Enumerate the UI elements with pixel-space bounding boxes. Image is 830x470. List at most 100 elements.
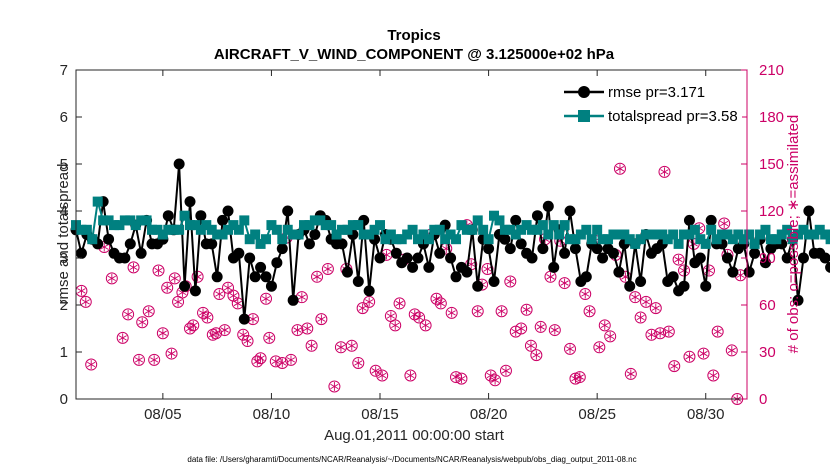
totalspread-point — [668, 229, 679, 240]
totalspread-point — [521, 220, 532, 231]
obs-count-point — [269, 355, 282, 368]
totalspread-point — [179, 210, 190, 221]
obs-count-point — [640, 295, 653, 308]
totalspread-point — [803, 229, 814, 240]
totalspread-point — [727, 234, 738, 245]
totalspread-point — [641, 229, 652, 240]
totalspread-point — [342, 224, 353, 235]
rmse-point — [635, 276, 647, 287]
y-tick-label: 0 — [60, 391, 68, 408]
totalspread-point — [157, 229, 168, 240]
obs-count-point — [471, 305, 484, 318]
rmse-point — [510, 214, 522, 226]
obs-count-point — [127, 261, 140, 274]
obs-count-point — [241, 335, 254, 348]
totalspread-point — [695, 234, 706, 245]
rmse-point — [472, 280, 484, 292]
totalspread-point — [527, 224, 538, 235]
obs-count-point — [662, 325, 675, 338]
rmse-point — [423, 261, 435, 273]
obs-count-point — [520, 303, 533, 316]
rmse-point — [537, 243, 549, 255]
obs-count-point — [254, 352, 267, 365]
rmse-point — [450, 271, 462, 283]
rmse-point — [445, 252, 457, 264]
totalspread-point — [619, 229, 630, 240]
obs-count-point — [197, 306, 210, 319]
y-axis-right: 0 30 60 90 120 150 180 210 — [741, 62, 784, 408]
rmse-point — [260, 271, 272, 283]
y-axis-left: 0 1 2 3 4 5 6 7 — [60, 62, 82, 408]
totalspread-point — [190, 220, 201, 231]
obs-count-point — [634, 311, 647, 324]
totalspread-point — [81, 224, 92, 235]
totalspread-point — [461, 224, 472, 235]
y-right-tick-label: 90 — [759, 250, 776, 267]
rmse-point — [244, 252, 256, 264]
obs-count-point — [187, 319, 200, 332]
totalspread-point — [375, 220, 386, 231]
totalspread-point — [282, 224, 293, 235]
totalspread-point — [429, 224, 440, 235]
rmse-point — [678, 280, 690, 292]
rmse-point — [819, 252, 830, 264]
obs-count-point — [711, 325, 724, 338]
totalspread-point — [537, 220, 548, 231]
rmse-point — [162, 210, 174, 222]
obs-count-point — [430, 292, 443, 305]
obs-count-point — [624, 367, 637, 380]
obs-count-point — [231, 297, 244, 310]
rmse-point — [173, 158, 185, 170]
rmse-point — [255, 261, 267, 273]
rmse-point — [309, 229, 321, 240]
totalspread-point — [776, 229, 787, 240]
obs-count-point — [148, 353, 161, 366]
obs-count-point — [356, 302, 369, 315]
y-right-tick-label: 60 — [759, 297, 776, 314]
rmse-point — [374, 252, 386, 264]
totalspread-point — [217, 229, 228, 240]
y-tick-label: 1 — [60, 344, 68, 361]
totalspread-point — [92, 196, 103, 207]
totalspread-point — [163, 224, 174, 235]
totalspread-point — [103, 215, 114, 226]
y-tick-label: 5 — [60, 156, 68, 173]
rmse-point — [179, 280, 191, 292]
obs-count-point — [495, 305, 508, 318]
obs-count-point — [376, 369, 389, 382]
rmse-point — [217, 214, 229, 226]
obs-count-point — [263, 331, 276, 344]
obs-count-point — [413, 311, 426, 324]
x-tick-label: 08/10 — [253, 406, 291, 423]
rmse-point — [233, 247, 245, 259]
obs-count-point — [389, 319, 402, 332]
rmse-point — [667, 271, 679, 283]
totalspread-point — [239, 215, 250, 226]
totalspread-point — [711, 234, 722, 245]
obs-count-point — [499, 364, 512, 377]
obs-count-point — [222, 281, 235, 294]
totalspread-point — [299, 220, 310, 231]
data-file-footer: data file: /Users/gharamti/Documents/NCA… — [187, 455, 636, 464]
totalspread-point — [266, 220, 277, 231]
obs-count-point — [301, 322, 314, 335]
obs-count-point — [404, 369, 417, 382]
obs-count-point — [260, 292, 273, 305]
y-tick-label: 7 — [60, 62, 68, 79]
obs-count-point — [573, 371, 586, 384]
totalspread-point — [201, 220, 212, 231]
totalspread-point — [586, 234, 597, 245]
totalspread-point — [478, 224, 489, 235]
totalspread-point — [635, 234, 646, 245]
obs-count-point — [558, 277, 571, 290]
legend: rmse pr=3.171 totalspread pr=3.58 — [560, 80, 742, 128]
rmse-point — [282, 205, 294, 217]
x-axis: 08/05 08/10 08/15 08/20 08/25 08/30 — [144, 70, 725, 423]
totalspread-point — [673, 238, 684, 249]
obs-count-point — [583, 305, 596, 318]
obs-count-point — [321, 262, 334, 275]
totalspread-point — [608, 229, 619, 240]
totalspread-point — [782, 224, 793, 235]
obs-count-point — [132, 353, 145, 366]
obs-count-point — [579, 288, 592, 301]
